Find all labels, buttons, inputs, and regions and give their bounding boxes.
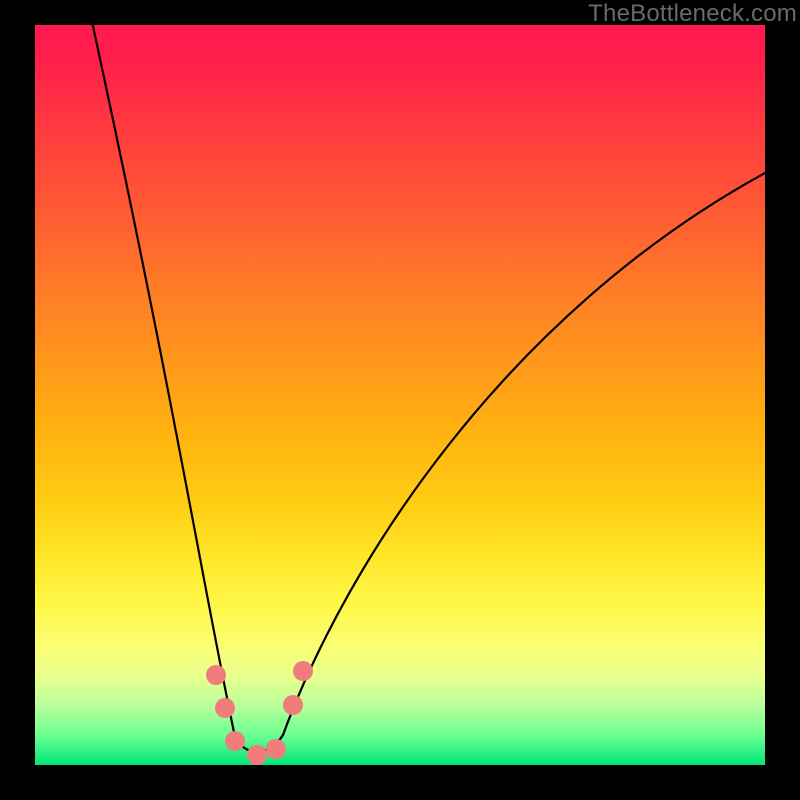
- marker-point: [215, 698, 235, 718]
- marker-point: [225, 731, 245, 751]
- marker-point: [206, 665, 226, 685]
- bottleneck-curve: [91, 25, 765, 752]
- marker-point: [266, 739, 286, 759]
- marker-point: [247, 745, 267, 765]
- watermark: TheBottleneck.com: [588, 0, 797, 28]
- plot-area: [35, 25, 765, 765]
- marker-point: [293, 661, 313, 681]
- marker-point: [283, 695, 303, 715]
- curve-layer: [35, 25, 765, 765]
